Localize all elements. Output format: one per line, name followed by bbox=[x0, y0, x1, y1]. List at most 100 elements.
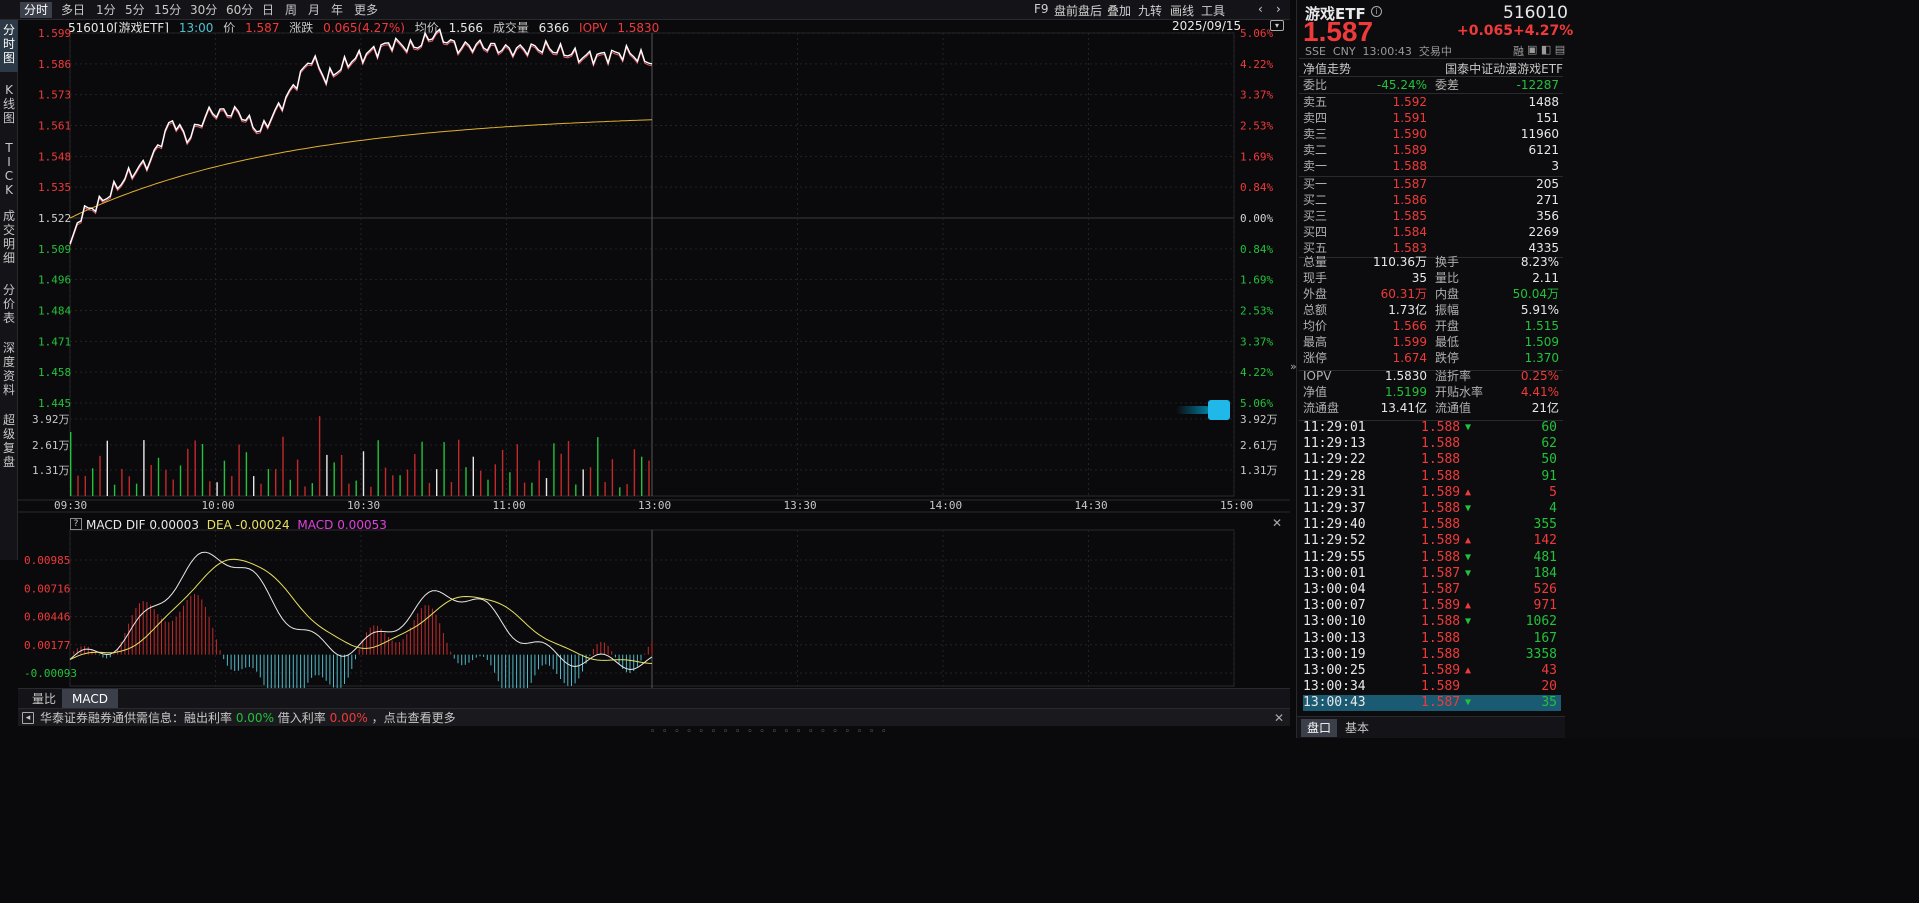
nav-trend-link[interactable]: 净值走势 bbox=[1303, 62, 1352, 76]
stat-label: 现手 bbox=[1303, 271, 1328, 285]
toolbar-item-2[interactable]: 叠加 bbox=[1107, 4, 1132, 18]
quote-toolbar-icons[interactable]: ▣ ◧ ▤ bbox=[1527, 43, 1566, 56]
ask-row[interactable]: 卖二 1.589 6121 bbox=[1303, 142, 1563, 158]
indicator-tab-1[interactable]: MACD bbox=[62, 689, 118, 709]
period-tab-0[interactable]: 分时 bbox=[20, 2, 53, 18]
period-tab-9[interactable]: 月 bbox=[308, 3, 321, 17]
stat-row: 均价 1.566 开盘 1.515 bbox=[1303, 318, 1563, 334]
chart-grid bbox=[18, 32, 1290, 688]
tick-row[interactable]: 11:29:40 1.588 355 bbox=[1303, 517, 1561, 533]
left-tab-4[interactable]: 分价表 bbox=[2, 283, 15, 325]
bid-row[interactable]: 买五 1.583 4335 bbox=[1303, 240, 1563, 256]
quote-tab-0[interactable]: 盘口 bbox=[1301, 719, 1338, 737]
tick-row[interactable]: 13:00:04 1.587 526 bbox=[1303, 582, 1561, 598]
left-tab-5[interactable]: 深度资料 bbox=[2, 341, 15, 397]
vol-tick: 2.61万 bbox=[32, 439, 70, 452]
tick-row[interactable]: 11:29:01 1.588 ▼ 60 bbox=[1303, 420, 1561, 436]
indicator-tab-0[interactable]: 量比 bbox=[32, 692, 57, 706]
ask-row[interactable]: 卖三 1.590 11960 bbox=[1303, 126, 1563, 142]
notice-suffix: ，点击查看更多 bbox=[371, 711, 456, 725]
volume-bar bbox=[282, 436, 284, 496]
tick-row[interactable]: 13:00:34 1.589 20 bbox=[1303, 679, 1561, 695]
tick-volume: 1062 bbox=[1525, 614, 1557, 630]
arrow-down-icon: ▼ bbox=[1465, 616, 1472, 628]
tick-row[interactable]: 11:29:13 1.588 62 bbox=[1303, 436, 1561, 452]
bid-row[interactable]: 买四 1.584 2269 bbox=[1303, 224, 1563, 240]
ask-volume: 6121 bbox=[1528, 143, 1559, 157]
toolbar-item-0[interactable]: F9 bbox=[1034, 2, 1049, 16]
bid-row[interactable]: 买三 1.585 356 bbox=[1303, 208, 1563, 224]
volume-bar bbox=[480, 470, 482, 496]
toolbar-item-5[interactable]: 工具 bbox=[1201, 4, 1226, 18]
tick-row[interactable]: 11:29:22 1.588 50 bbox=[1303, 452, 1561, 468]
period-tab-1[interactable]: 多日 bbox=[61, 3, 86, 17]
nav-next-icon[interactable]: › bbox=[1276, 2, 1281, 16]
toolbar-item-3[interactable]: 九转 bbox=[1138, 4, 1163, 18]
tick-row[interactable]: 11:29:52 1.589 ▲ 142 bbox=[1303, 533, 1561, 549]
avg-label: 均价 bbox=[414, 21, 439, 35]
left-tab-3[interactable]: 成交明细 bbox=[2, 209, 15, 265]
margin-notice[interactable]: ◂ 华泰证券融券通供需信息：融出利率 0.00% 借入利率 0.00% ，点击查… bbox=[18, 708, 1290, 726]
quote-change: +0.065 bbox=[1457, 23, 1514, 39]
stat-row: 外盘 60.31万 内盘 50.04万 bbox=[1303, 286, 1563, 302]
period-tab-7[interactable]: 日 bbox=[262, 3, 275, 17]
collapse-panel-icon[interactable]: » bbox=[1290, 360, 1297, 373]
bid-row[interactable]: 买一 1.587 205 bbox=[1303, 176, 1563, 192]
stat-label: 流通值 bbox=[1435, 401, 1472, 415]
stat-row: IOPV 1.5830 溢折率 0.25% bbox=[1303, 368, 1563, 384]
stat-value: 5.91% bbox=[1520, 303, 1559, 317]
period-tab-4[interactable]: 15分 bbox=[154, 3, 182, 17]
macd-panel bbox=[69, 551, 653, 688]
volume-bar bbox=[275, 469, 277, 496]
chart-expand-icon[interactable]: ▾ bbox=[1270, 20, 1284, 31]
tick-row[interactable]: 13:00:13 1.588 167 bbox=[1303, 631, 1561, 647]
volume-bar bbox=[238, 444, 240, 496]
tick-row[interactable]: 13:00:19 1.588 3358 bbox=[1303, 647, 1561, 663]
tick-row[interactable]: 13:00:25 1.589 ▲ 43 bbox=[1303, 663, 1561, 679]
volume-bar bbox=[626, 484, 628, 496]
tick-row[interactable]: 13:00:01 1.587 ▼ 184 bbox=[1303, 566, 1561, 582]
tick-row[interactable]: 11:29:28 1.588 91 bbox=[1303, 469, 1561, 485]
left-tab-0[interactable]: 分时图 bbox=[0, 20, 18, 72]
tick-row[interactable]: 13:00:07 1.589 ▲ 971 bbox=[1303, 598, 1561, 614]
ask-row[interactable]: 卖四 1.591 151 bbox=[1303, 110, 1563, 126]
tick-row[interactable]: 13:00:43 1.587 ▼ 35 bbox=[1303, 695, 1561, 712]
macd-close-icon[interactable]: ✕ bbox=[1272, 516, 1283, 530]
toolbar-item-4[interactable]: 画线 bbox=[1170, 4, 1195, 18]
intraday-chart[interactable]: 1.599 5.06% 1.586 4.22% 1.573 3.37% 1.561 2.53%… bbox=[18, 22, 1290, 688]
volume-bar bbox=[70, 432, 72, 496]
period-tab-10[interactable]: 年 bbox=[331, 3, 344, 17]
help-icon[interactable]: ? bbox=[70, 518, 82, 530]
period-tab-8[interactable]: 周 bbox=[285, 3, 298, 17]
ask-row[interactable]: 卖五 1.592 1488 bbox=[1303, 94, 1563, 110]
left-tab-6[interactable]: 超级复盘 bbox=[2, 413, 15, 469]
tick-row[interactable]: 11:29:55 1.588 ▼ 481 bbox=[1303, 550, 1561, 566]
tick-row[interactable]: 11:29:37 1.588 ▼ 4 bbox=[1303, 501, 1561, 517]
time-tick: 10:00 bbox=[202, 499, 235, 512]
bid-label: 买五 bbox=[1303, 241, 1328, 255]
price-tick: 1.561 bbox=[38, 120, 71, 133]
tick-row[interactable]: 13:00:10 1.588 ▼ 1062 bbox=[1303, 614, 1561, 630]
stat-value: 0.25% bbox=[1520, 369, 1559, 383]
bid-row[interactable]: 买二 1.586 271 bbox=[1303, 192, 1563, 208]
period-tab-11[interactable]: 更多 bbox=[354, 3, 379, 17]
quote-name: 游戏ETF bbox=[1305, 5, 1366, 23]
notice-close-icon[interactable]: ✕ bbox=[1273, 711, 1284, 725]
avg-price-line bbox=[69, 119, 653, 219]
period-tab-6[interactable]: 60分 bbox=[226, 3, 254, 17]
period-tab-2[interactable]: 1分 bbox=[96, 3, 116, 17]
toolbar-item-1[interactable]: 盘前盘后 bbox=[1054, 4, 1103, 18]
period-tab-3[interactable]: 5分 bbox=[125, 3, 145, 17]
nav-prev-icon[interactable]: ‹ bbox=[1258, 2, 1263, 16]
float-widget-icon[interactable] bbox=[1176, 398, 1232, 422]
bid-label: 买四 bbox=[1303, 225, 1328, 239]
ask-row[interactable]: 卖一 1.588 3 bbox=[1303, 158, 1563, 174]
change-label: 涨跌 bbox=[289, 21, 314, 35]
quote-info-icon[interactable]: i bbox=[1371, 6, 1382, 17]
period-tab-5[interactable]: 30分 bbox=[190, 3, 218, 17]
tick-row[interactable]: 11:29:31 1.589 ▲ 5 bbox=[1303, 485, 1561, 501]
quote-tab-1[interactable]: 基本 bbox=[1345, 721, 1370, 735]
